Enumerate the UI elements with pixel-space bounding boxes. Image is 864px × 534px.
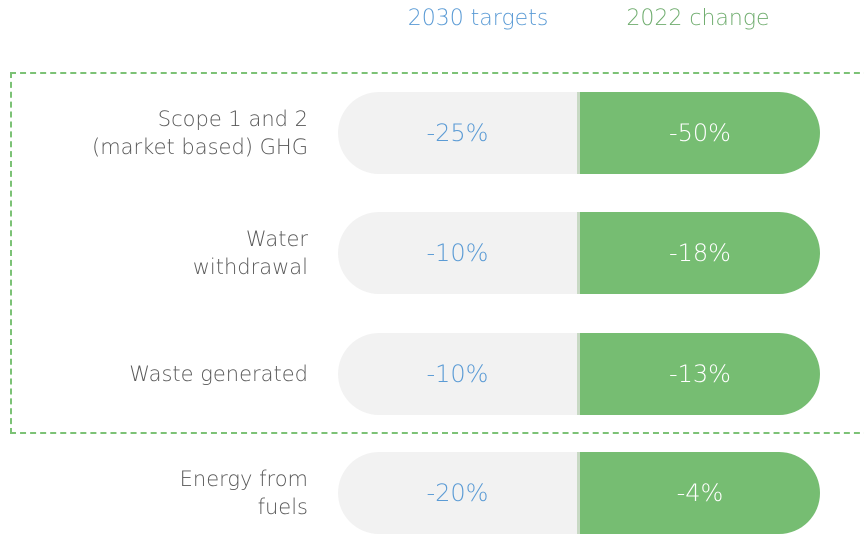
row-label: Scope 1 and 2 (market based) GHG: [40, 92, 308, 174]
label-line: withdrawal: [192, 255, 308, 279]
header-change: 2022 change: [626, 6, 770, 31]
change-pill: -18%: [577, 212, 820, 294]
row-label: Energy from fuels: [40, 452, 308, 534]
change-pill: -13%: [577, 333, 820, 415]
label-line: fuels: [257, 495, 308, 519]
target-pill: -10%: [338, 333, 577, 415]
label-line: Water: [245, 227, 308, 251]
dashed-group: [10, 72, 864, 434]
target-pill: -25%: [338, 92, 577, 174]
label-line: Scope 1 and 2: [157, 107, 308, 131]
row-label: Water withdrawal: [40, 212, 308, 294]
change-pill: -4%: [577, 452, 820, 534]
change-pill: -50%: [577, 92, 820, 174]
label-line: Energy from: [179, 467, 308, 491]
target-pill: -20%: [338, 452, 577, 534]
label-line: Waste generated: [129, 362, 308, 386]
header-targets: 2030 targets: [407, 6, 549, 31]
row-label: Waste generated: [40, 333, 308, 415]
target-pill: -10%: [338, 212, 577, 294]
label-line: (market based) GHG: [92, 135, 308, 159]
